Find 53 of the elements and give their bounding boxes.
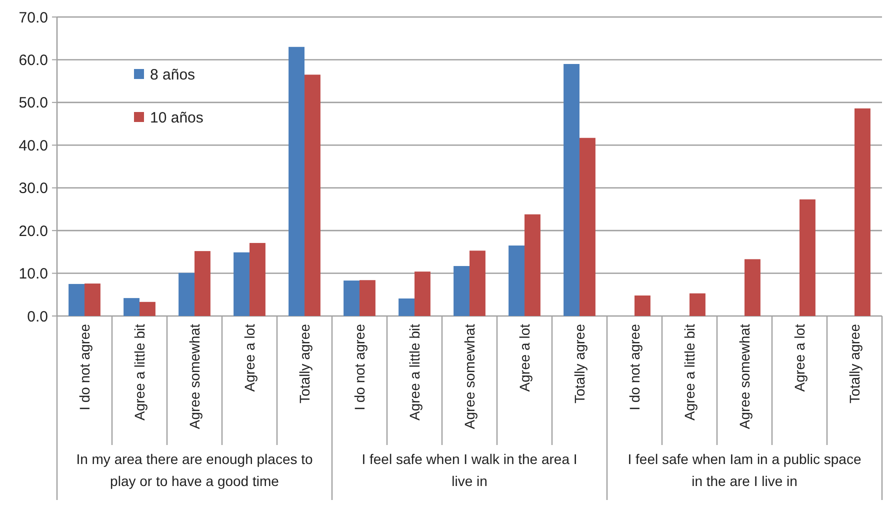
x-tick-label: Agree a lot: [791, 324, 808, 392]
legend-label: 10 años: [150, 109, 204, 126]
bar: [800, 199, 816, 316]
bar: [68, 284, 84, 316]
bar: [634, 295, 650, 316]
text: I feel safe when Iam in a public space in the are I live in: [628, 451, 862, 489]
x-tick-label: Agree a lot: [241, 324, 258, 392]
y-tick-label: 0.0: [27, 308, 48, 326]
bar: [524, 214, 540, 316]
y-tick-label: 40.0: [18, 137, 48, 154]
bar: [580, 138, 596, 316]
y-tick-label: 50.0: [18, 94, 48, 112]
x-tick-label: I do not agree: [351, 324, 368, 410]
bar: [178, 272, 194, 316]
bar: [854, 108, 870, 316]
bar: [288, 46, 304, 316]
x-tick-label: Totally agree: [571, 324, 588, 404]
x-tick-label: I do not agree: [76, 324, 92, 410]
bar: [234, 252, 250, 316]
x-tick-label: Totally agree: [296, 324, 312, 404]
y-tick-label: 10.0: [18, 266, 48, 283]
bar: [470, 250, 486, 316]
legend-label: 8 años: [150, 66, 196, 84]
bar: [508, 246, 524, 316]
bar: [140, 302, 156, 316]
x-tick-label: Agree somewhat: [461, 324, 478, 430]
bar: [454, 266, 470, 316]
bar: [414, 272, 430, 316]
text: In my area there are enough places to play or to have a good time: [76, 451, 314, 489]
x-tick-label: Agree a little bit: [406, 324, 422, 420]
x-tick-label: I do not agree: [626, 324, 642, 410]
x-tick-label: Totally agree: [846, 324, 862, 404]
y-tick-label: 20.0: [18, 222, 48, 240]
x-tick-label: Agree a little bit: [131, 324, 148, 420]
bar: [304, 74, 320, 316]
y-tick-label: 70.0: [18, 9, 48, 26]
text: I feel safe when I walk in the area I live in: [362, 451, 578, 489]
bar: [84, 284, 100, 316]
bar: [250, 242, 266, 316]
bar: [124, 298, 140, 316]
bar: [690, 293, 706, 316]
x-tick-label: Agree a little bit: [681, 324, 698, 420]
y-tick-label: 30.0: [18, 180, 48, 198]
bar: [194, 251, 210, 316]
x-tick-label: Agree somewhat: [186, 324, 202, 430]
bar: [744, 259, 760, 316]
bar: [398, 298, 414, 316]
bar: [344, 280, 360, 316]
x-tick-label: Agree a lot: [516, 324, 532, 392]
bar: [564, 64, 580, 316]
bar: [360, 280, 376, 316]
x-tick-label: Agree somewhat: [736, 324, 752, 430]
y-tick-label: 60.0: [18, 52, 48, 69]
